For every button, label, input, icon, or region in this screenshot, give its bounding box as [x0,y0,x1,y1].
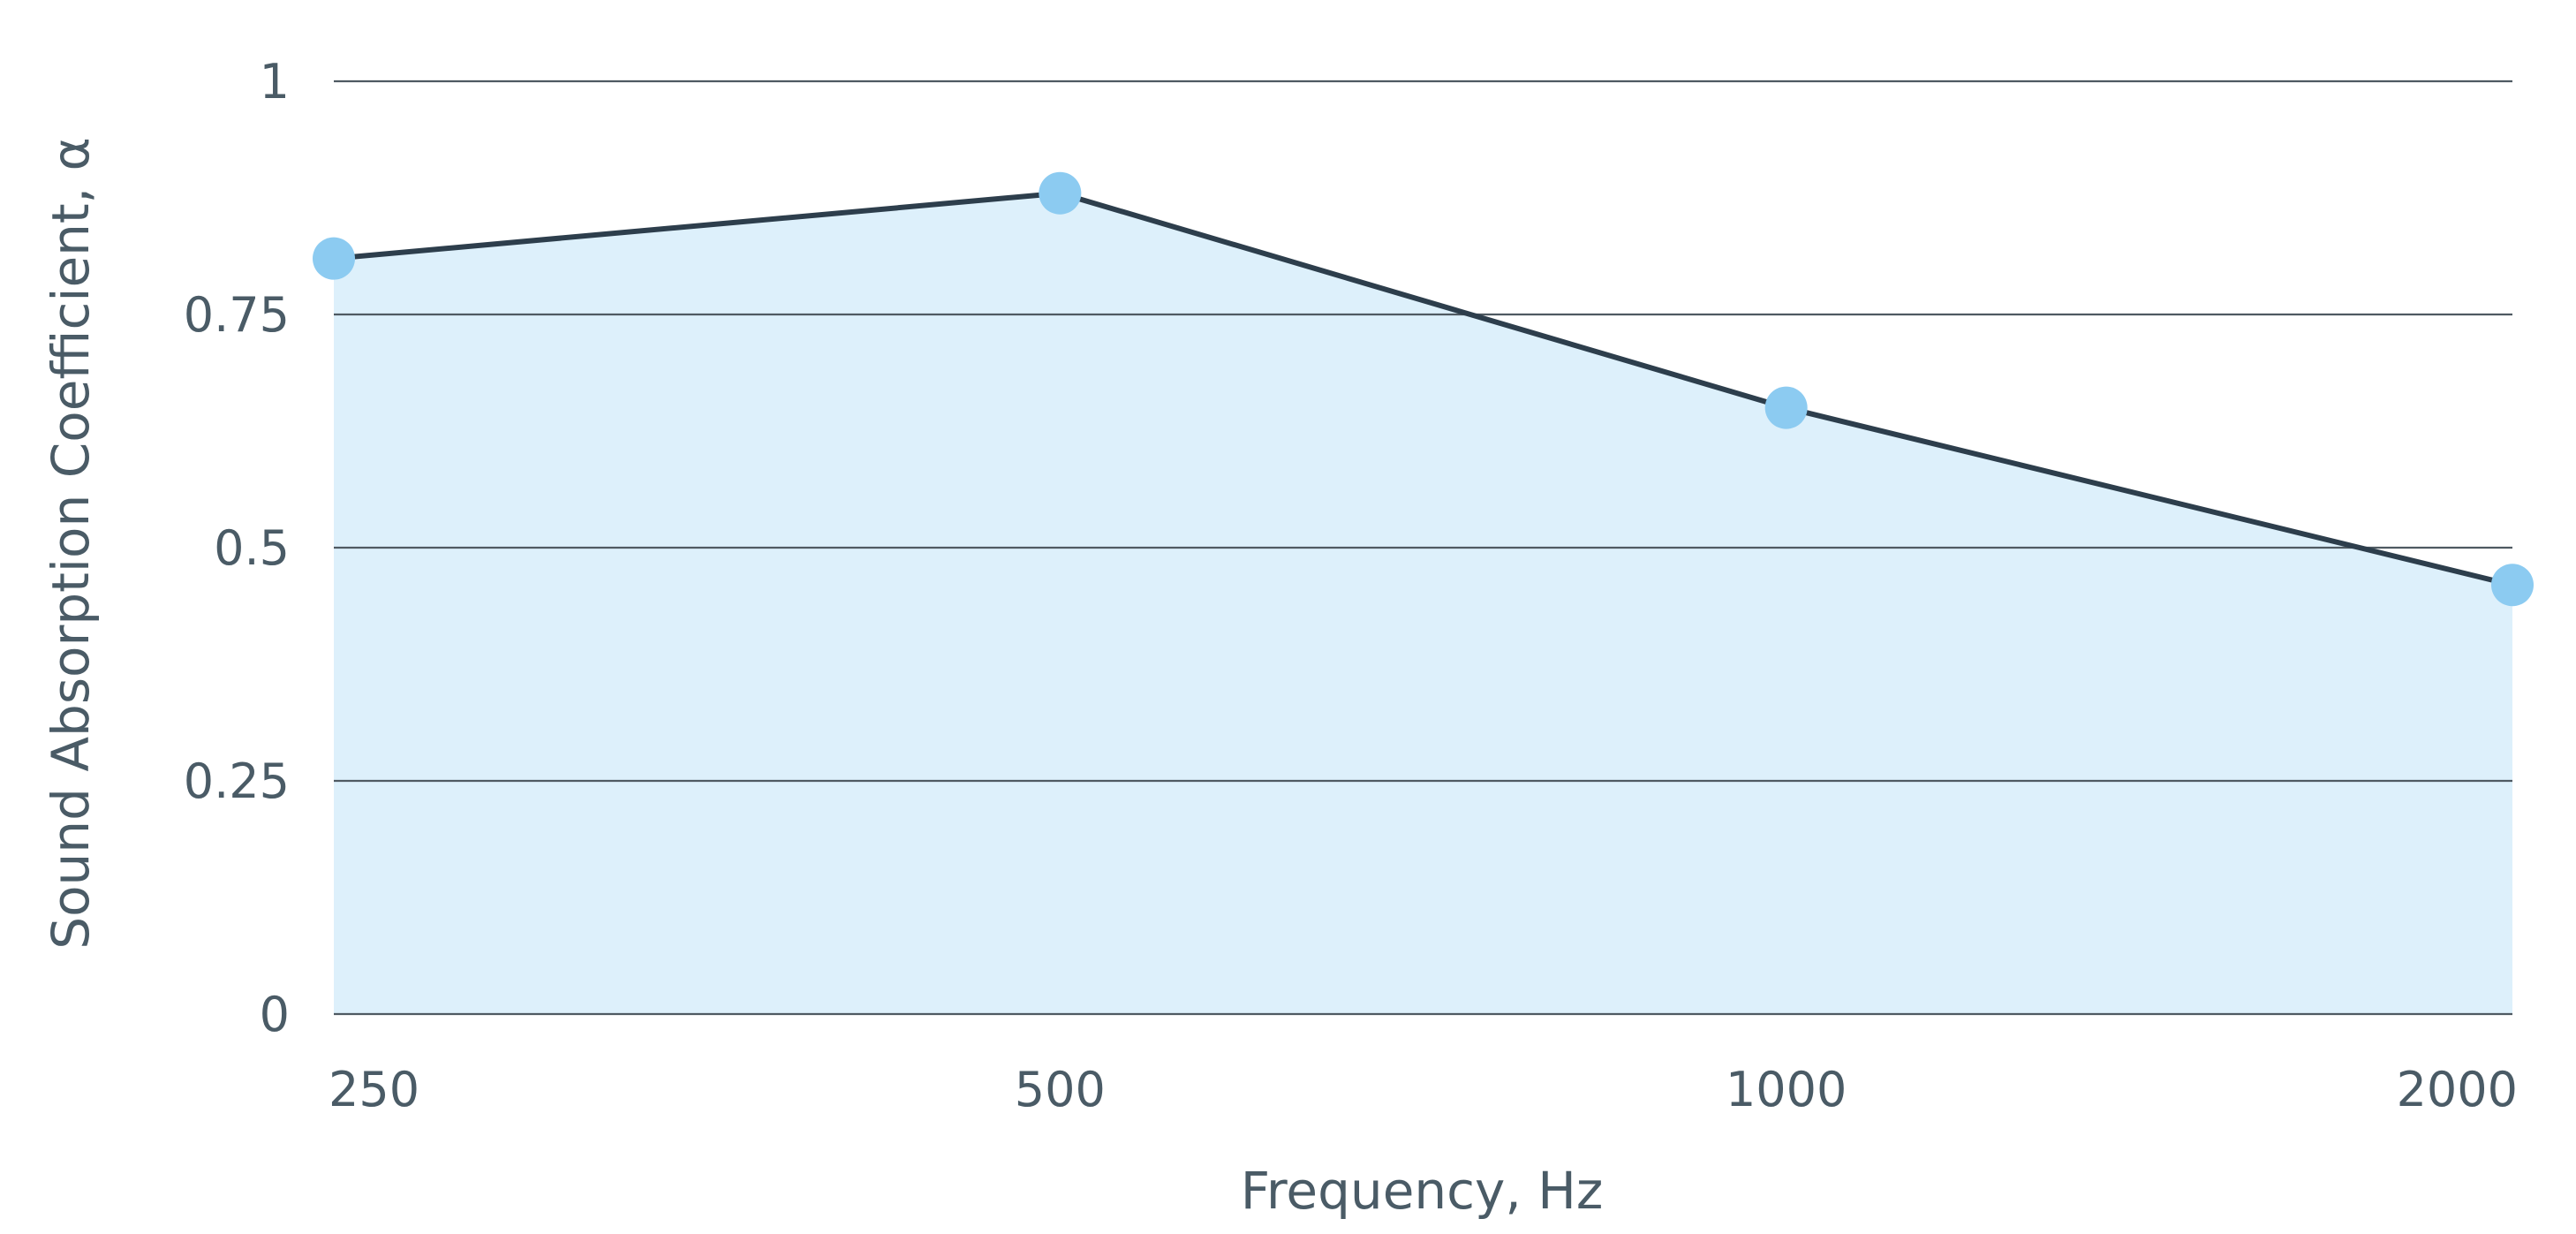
x-tick-labels: 250 500 1000 2000 [329,1062,2518,1117]
y-tick-label: 0.75 [184,287,290,343]
y-tick-labels: 0 0.25 0.5 0.75 1 [184,54,290,1042]
gridlines [334,79,2512,1016]
series-line-layer [331,190,2515,588]
data-point [1039,171,1082,215]
y-tick-label: 0.25 [184,753,290,809]
data-point [1764,386,1808,429]
x-tick-label: 250 [329,1062,419,1117]
series-area [334,193,2512,1015]
x-tick-label: 2000 [2397,1062,2518,1117]
x-tick-label: 1000 [1726,1062,1847,1117]
y-tick-label: 0 [260,987,290,1042]
series-line [331,190,2515,588]
data-point-markers [313,171,2534,607]
x-axis-title: Frequency, Hz [1241,1161,1604,1221]
x-tick-label: 500 [1015,1062,1106,1117]
y-tick-label: 0.5 [214,520,290,576]
y-axis-title: Sound Absorption Coefficient, α [41,137,101,950]
y-tick-label: 1 [260,54,290,110]
data-point [2491,564,2534,607]
area-fill-layer [334,193,2512,1015]
data-point [313,237,355,280]
